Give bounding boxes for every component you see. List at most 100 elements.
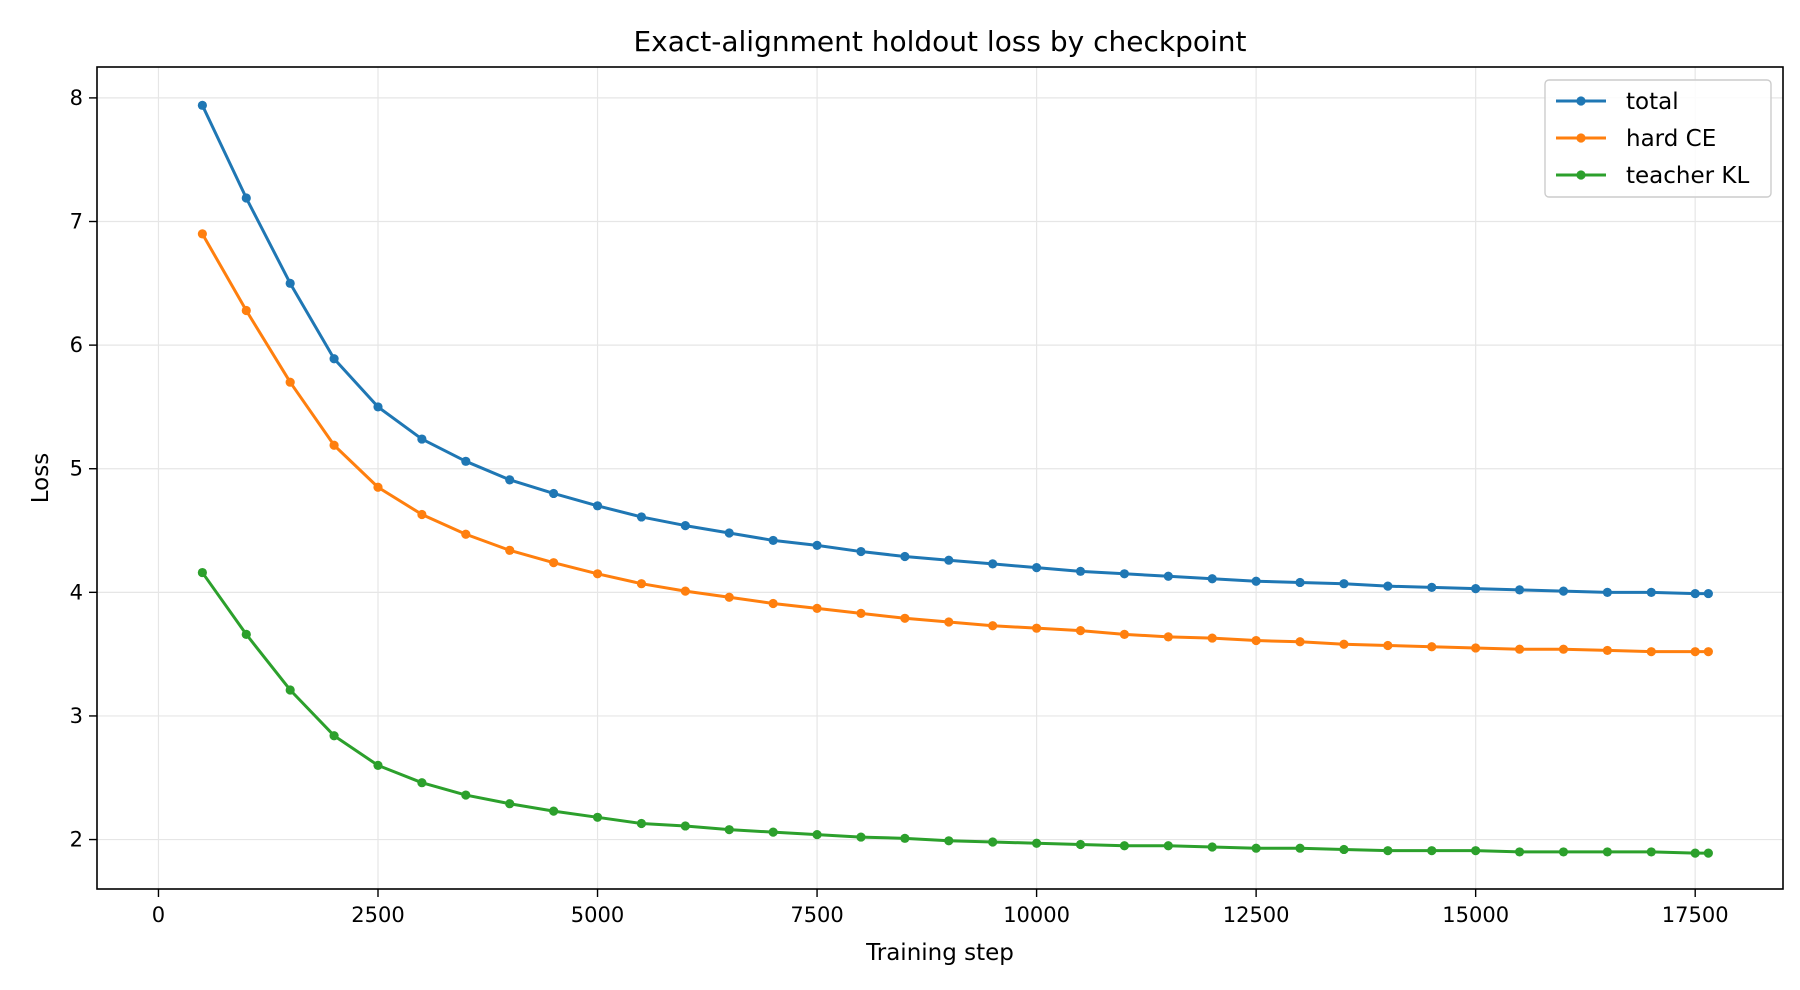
data-point-hard-ce [461,529,471,539]
data-point-teacher-kl [461,790,471,800]
plot-frame [96,66,1784,890]
data-point-hard-ce [1558,644,1569,654]
data-point-hard-ce [1339,639,1349,649]
data-point-total [592,501,603,511]
data-point-teacher-kl [549,806,559,816]
data-point-total [417,434,427,444]
legend-label-hard-ce: hard CE [1626,126,1716,152]
data-point-teacher-kl [592,812,603,822]
data-point-teacher-kl [1558,847,1569,857]
legend-marker-teacher-kl [1576,170,1586,180]
data-point-teacher-kl [636,818,647,829]
data-point-hard-ce [1383,640,1393,651]
data-point-teacher-kl [1602,847,1612,857]
data-point-hard-ce [680,586,690,596]
y-tick-label: 6 [70,333,83,357]
data-point-teacher-kl [1251,843,1261,853]
data-point-teacher-kl [900,833,910,843]
data-point-total [1514,585,1525,595]
data-point-total [461,456,471,466]
data-point-total [1207,574,1217,584]
data-point-teacher-kl [1163,841,1173,851]
data-point-teacher-kl [417,778,427,788]
data-point-hard-ce [1031,623,1042,633]
data-point-total [285,278,295,288]
x-tick-label: 15000 [1442,903,1509,927]
series-hard-ce [197,229,1713,657]
data-point-teacher-kl [1427,846,1437,856]
data-point-hard-ce [1075,626,1086,636]
x-tick-label: 5000 [571,903,624,927]
y-axis-title: Loss [28,453,54,503]
data-point-total [900,551,910,562]
data-point-teacher-kl [197,567,207,578]
data-point-total [944,555,954,565]
data-point-total [1558,586,1569,596]
legend-marker-hard-ce [1576,133,1586,143]
data-point-hard-ce [197,229,207,239]
data-point-total [1471,584,1481,594]
legend: total hard CE teacher KL [1544,79,1772,198]
x-tick-label: 0 [152,903,165,927]
data-point-teacher-kl [1207,842,1217,852]
data-point-total [1690,588,1700,599]
data-point-total [1075,566,1086,576]
x-tick-label: 7500 [790,903,843,927]
data-point-teacher-kl [1514,847,1525,857]
data-point-hard-ce [636,579,647,589]
series-line-teacher-kl [201,571,1709,855]
data-point-hard-ce [1295,637,1305,647]
data-point-total [812,540,822,550]
data-point-hard-ce [1690,647,1700,657]
data-point-hard-ce [1119,629,1130,639]
data-point-teacher-kl [988,837,998,847]
data-point-teacher-kl [329,731,339,741]
data-point-total [1163,571,1173,581]
data-point-total [197,100,207,110]
data-point-total [241,193,251,203]
data-point-teacher-kl [812,830,822,840]
data-point-total [373,402,383,412]
data-point-total [549,488,559,499]
data-point-total [1339,579,1349,589]
data-point-teacher-kl [1703,848,1713,858]
series-layer [197,100,1713,858]
data-point-hard-ce [1703,647,1713,657]
data-point-teacher-kl [505,799,515,809]
data-point-teacher-kl [1646,847,1656,857]
data-point-total [1703,588,1713,599]
data-point-teacher-kl [1075,839,1086,850]
series-total [197,100,1713,599]
data-point-total [988,559,998,569]
x-axis-title: Training step [865,940,1014,966]
series-line-hard-ce [201,233,1709,654]
data-point-hard-ce [1427,642,1437,652]
y-tick-label: 4 [70,580,83,604]
legend-box [1544,79,1772,198]
data-point-total [1427,582,1437,592]
data-point-hard-ce [724,592,734,602]
x-tick-label: 12500 [1223,903,1290,927]
data-point-hard-ce [1207,633,1217,643]
data-point-hard-ce [505,545,515,555]
data-point-total [1646,587,1656,597]
legend-label-teacher-kl: teacher KL [1626,163,1749,189]
data-point-total [636,512,647,522]
data-point-total [680,520,690,531]
data-point-total [1295,577,1305,588]
data-point-teacher-kl [241,629,251,639]
data-point-hard-ce [768,598,778,609]
data-point-hard-ce [1514,644,1525,654]
data-point-teacher-kl [1295,843,1305,853]
grid [97,67,1783,889]
ticks: 0 2500 5000 7500 10000 12500 15000 17500 2 3 4 5 6 7 8 [70,86,1729,927]
data-point-teacher-kl [1339,844,1349,855]
data-point-hard-ce [856,608,866,618]
data-point-teacher-kl [856,832,866,842]
data-point-teacher-kl [1031,838,1042,848]
series-teacher-kl [197,567,1713,858]
x-tick-label: 17500 [1662,903,1729,927]
data-point-hard-ce [592,569,603,579]
data-point-hard-ce [285,377,295,387]
